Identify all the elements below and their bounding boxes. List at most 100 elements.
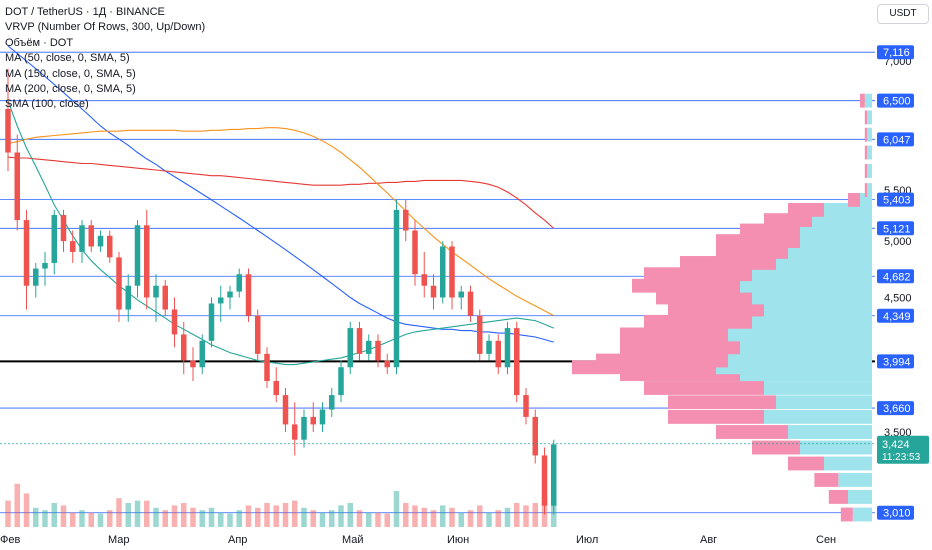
indicator-ma200[interactable]: MA (200, close, 0, SMA, 5) <box>5 83 136 96</box>
volume-bar <box>523 505 529 527</box>
candle-body <box>273 380 279 396</box>
volume-profile-up <box>788 425 872 439</box>
ma150-line <box>7 127 555 317</box>
volume-profile-up <box>764 410 872 424</box>
volume-bar <box>33 507 39 527</box>
volume-bar <box>23 493 30 527</box>
y-tick-label: 5,000 <box>884 236 912 248</box>
candle-body <box>504 328 511 368</box>
volume-bar <box>440 505 446 527</box>
indicator-ma50[interactable]: MA (50, close, 0, SMA, 5) <box>5 52 130 65</box>
volume-profile-up <box>740 278 872 293</box>
indicator-sma100[interactable]: SMA (100, close) <box>5 98 89 111</box>
price-level-badge-label: 5,121 <box>883 223 911 235</box>
candle-body <box>430 285 437 298</box>
volume-bar <box>403 503 409 527</box>
volume-profile-up <box>824 456 872 471</box>
candle-body <box>116 257 122 310</box>
volume-profile-up <box>867 183 872 197</box>
candle-body <box>144 225 150 298</box>
volume-bar <box>70 512 76 527</box>
volume-profile-down <box>716 425 788 439</box>
volume-profile-up <box>776 395 872 410</box>
indicator-ma150[interactable]: MA (150, close, 0, SMA, 5) <box>5 67 136 80</box>
candle-countdown-label: 11:23:53 <box>882 452 921 463</box>
volume-bar <box>264 503 270 527</box>
candle-body <box>532 416 538 456</box>
currency-selector[interactable]: USDT <box>877 4 929 24</box>
volume-bar <box>181 503 187 527</box>
x-axis-label: Июн <box>447 534 469 546</box>
candle-body <box>208 303 215 341</box>
price-level-badge-label: 4,682 <box>883 271 911 283</box>
current-price-badge <box>877 435 929 464</box>
volume-bar <box>153 507 159 527</box>
x-axis-label: Фев <box>0 534 20 546</box>
candle-body <box>107 235 113 258</box>
candle-body <box>449 246 455 298</box>
candle-body <box>458 291 464 298</box>
price-level-badge <box>877 45 914 60</box>
candle-body <box>403 209 409 231</box>
candle-body <box>421 274 427 286</box>
volume-bar <box>292 500 298 527</box>
volume-profile-down <box>596 353 728 368</box>
volume-bar <box>375 512 381 527</box>
volume-bar <box>329 510 335 527</box>
volume-profile-down <box>864 127 868 142</box>
candle-body <box>264 353 270 381</box>
candle-body <box>412 230 418 275</box>
volume-bar <box>319 512 326 527</box>
indicator-volume[interactable]: Объём · DOT <box>5 36 74 49</box>
volume-profile-down <box>828 490 848 504</box>
candle-body <box>227 291 233 298</box>
volume-bars <box>5 483 557 527</box>
candle-body <box>292 424 298 440</box>
volume-profile-down <box>740 223 800 238</box>
candle-body <box>347 328 353 368</box>
volume-profile-up <box>867 164 872 178</box>
volume-bar <box>393 491 400 527</box>
volume-profile-down <box>864 183 868 197</box>
volume-bar <box>467 510 474 527</box>
price-level-badge-label: 3,660 <box>883 403 911 415</box>
volume-profile-up <box>867 110 872 125</box>
volume-bar <box>282 503 289 527</box>
volume-bar <box>347 503 353 527</box>
volume-profile-down <box>668 395 776 410</box>
volume-bar <box>190 507 196 527</box>
candle-body <box>79 225 85 252</box>
ma50-line <box>7 100 554 366</box>
candle-body <box>477 315 483 354</box>
volume-profile-down <box>668 302 764 317</box>
candle-body <box>236 274 242 292</box>
candles <box>5 68 557 515</box>
volume-bar <box>514 503 520 527</box>
volume-bar <box>458 512 464 527</box>
volume-profile-down <box>620 327 728 342</box>
volume-profile-up <box>864 93 872 108</box>
candle-body <box>23 220 30 286</box>
volume-bar <box>430 510 437 527</box>
volume-profile-up <box>788 244 872 259</box>
candle-body <box>88 225 94 247</box>
volume-bar <box>356 510 363 527</box>
volume-bar <box>301 507 307 527</box>
volume-bar <box>88 512 94 527</box>
candle-body <box>440 246 446 298</box>
volume-profile-down <box>668 410 764 424</box>
volume-profile-down <box>840 507 853 522</box>
price-level-badge <box>877 354 914 369</box>
indicator-vrvp[interactable]: VRVP (Number Of Rows, 300, Up/Down) <box>5 21 206 34</box>
volume-bar <box>218 512 224 527</box>
symbol-title[interactable]: DOT / TetherUS · 1Д · BINANCE <box>5 6 165 18</box>
candle-body <box>393 209 400 368</box>
candle-body <box>190 360 196 368</box>
volume-bar <box>42 510 48 527</box>
price-level-badge-label: 4,349 <box>883 311 911 323</box>
volume-profile-down <box>644 267 752 282</box>
volume-bar <box>245 505 252 527</box>
candle-body <box>60 214 67 242</box>
chart-legend: DOT / TetherUS · 1Д · BINANCE VRVP (Numb… <box>5 5 205 113</box>
